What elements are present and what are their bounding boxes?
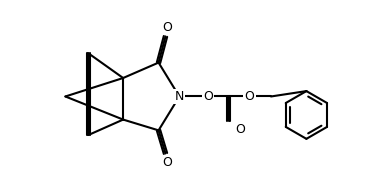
Text: O: O — [235, 123, 245, 136]
Text: N: N — [175, 90, 184, 103]
Text: O: O — [244, 90, 254, 103]
Text: O: O — [203, 90, 213, 103]
Text: O: O — [162, 156, 172, 169]
Text: O: O — [162, 21, 172, 34]
